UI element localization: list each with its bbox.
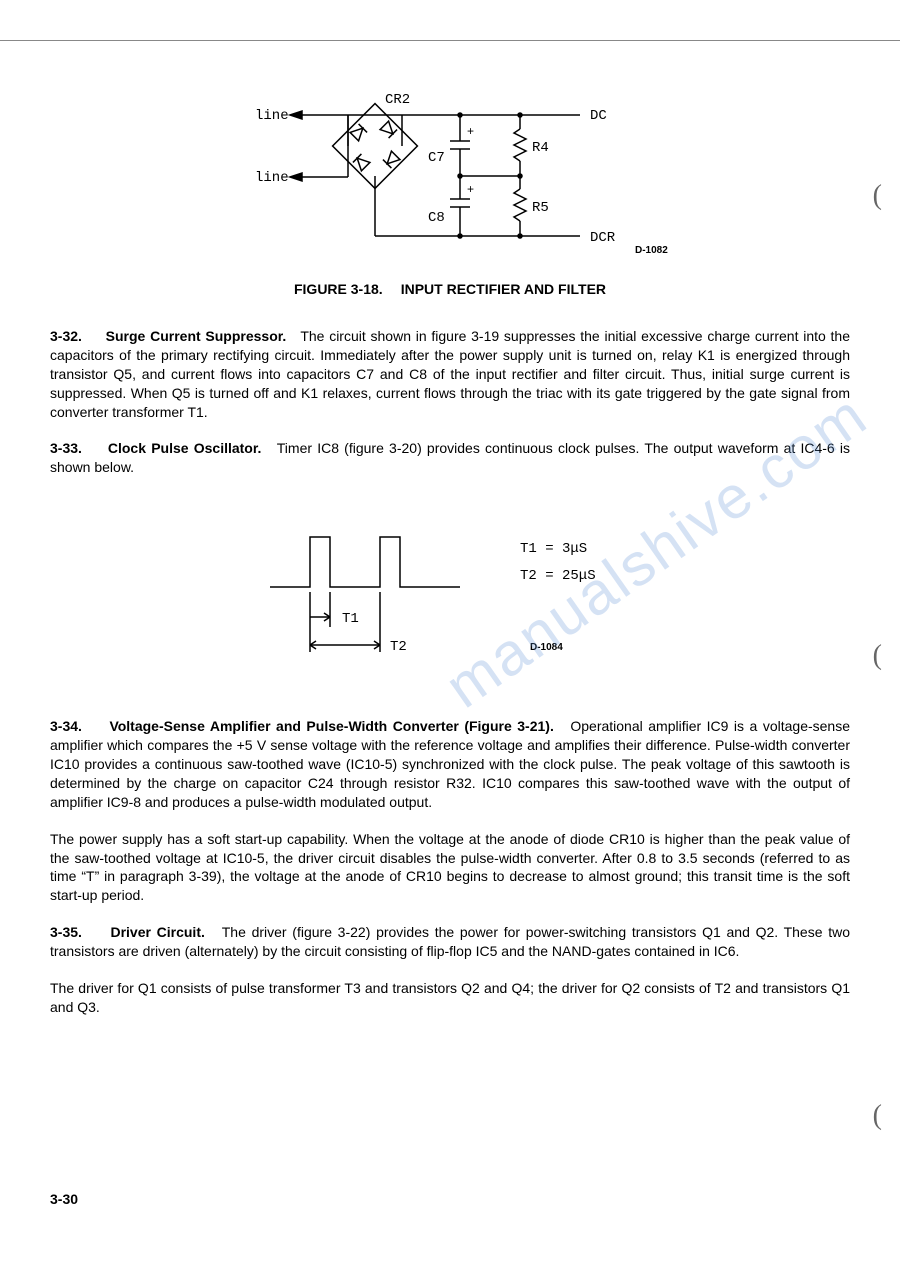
label-cr2: CR2 bbox=[385, 92, 410, 108]
section-3-33: 3-33. Clock Pulse Oscillator. Timer IC8 … bbox=[50, 439, 850, 477]
section-num: 3-32. bbox=[50, 328, 82, 344]
label-dc: DC bbox=[590, 108, 607, 124]
label-c7: C7 bbox=[428, 150, 445, 166]
rectifier-circuit-svg: line line bbox=[220, 81, 680, 261]
figure-3-18: line line bbox=[50, 81, 850, 297]
page-number: 3-30 bbox=[50, 1191, 78, 1207]
section-title: Surge Current Suppressor. bbox=[106, 328, 287, 344]
para-driver2: The driver for Q1 consists of pulse tran… bbox=[50, 979, 850, 1017]
svg-text:+: + bbox=[467, 124, 474, 138]
section-num: 3-34. bbox=[50, 718, 82, 734]
margin-paren-3: ( bbox=[873, 1100, 882, 1132]
section-num: 3-35. bbox=[50, 924, 82, 940]
margin-paren-2: ( bbox=[873, 640, 882, 672]
label-r4: R4 bbox=[532, 140, 549, 156]
label-line1: line bbox=[255, 108, 289, 124]
label-t2: T2 bbox=[390, 639, 407, 655]
waveform-svg: T1 T2 T1 = 3μS T2 = 25μS D-1084 bbox=[230, 517, 670, 687]
top-rule bbox=[0, 40, 900, 41]
label-line2: line bbox=[255, 170, 289, 186]
label-r5: R5 bbox=[532, 200, 549, 216]
section-num: 3-33. bbox=[50, 440, 82, 456]
caption-num: FIGURE 3-18. bbox=[294, 281, 383, 297]
para-softstart: The power supply has a soft start-up cap… bbox=[50, 830, 850, 906]
section-3-32: 3-32. Surge Current Suppressor. The circ… bbox=[50, 327, 850, 421]
section-3-35: 3-35. Driver Circuit. The driver (figure… bbox=[50, 923, 850, 961]
label-c8: C8 bbox=[428, 210, 445, 226]
section-title: Driver Circuit. bbox=[110, 924, 204, 940]
label-d1084: D-1084 bbox=[530, 642, 563, 653]
section-title: Voltage-Sense Amplifier and Pulse-Width … bbox=[109, 718, 553, 734]
figure-waveform: T1 T2 T1 = 3μS T2 = 25μS D-1084 bbox=[50, 517, 850, 687]
figure-3-18-caption: FIGURE 3-18. INPUT RECTIFIER AND FILTER bbox=[50, 281, 850, 297]
margin-paren-1: ( bbox=[873, 180, 882, 212]
label-t2eq: T2 = 25μS bbox=[520, 568, 596, 584]
label-t1eq: T1 = 3μS bbox=[520, 541, 587, 557]
caption-title: INPUT RECTIFIER AND FILTER bbox=[401, 281, 606, 297]
label-d1082: D-1082 bbox=[635, 245, 668, 256]
section-3-34: 3-34. Voltage-Sense Amplifier and Pulse-… bbox=[50, 717, 850, 811]
label-t1: T1 bbox=[342, 611, 359, 627]
section-title: Clock Pulse Oscillator. bbox=[108, 440, 262, 456]
svg-text:+: + bbox=[467, 182, 474, 196]
label-dcr: DCR bbox=[590, 230, 616, 246]
